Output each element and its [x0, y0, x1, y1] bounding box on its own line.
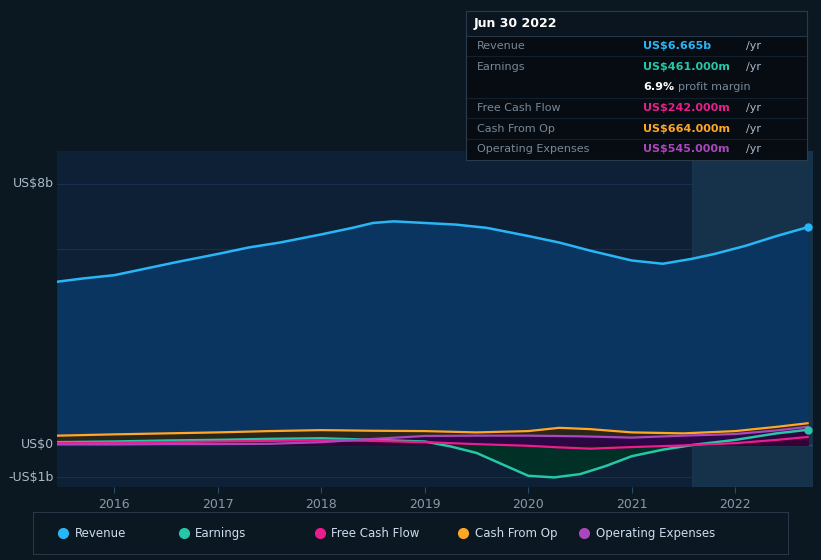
Text: US$242.000m: US$242.000m — [644, 103, 730, 113]
Text: Cash From Op: Cash From Op — [476, 124, 554, 134]
Text: /yr: /yr — [745, 103, 761, 113]
Text: US$664.000m: US$664.000m — [644, 124, 731, 134]
Text: Free Cash Flow: Free Cash Flow — [476, 103, 560, 113]
Bar — [466, 11, 807, 36]
Text: Free Cash Flow: Free Cash Flow — [331, 527, 420, 540]
Text: Operating Expenses: Operating Expenses — [476, 144, 589, 154]
Text: US$6.665b: US$6.665b — [644, 41, 712, 51]
Text: -US$1b: -US$1b — [8, 471, 53, 484]
Text: /yr: /yr — [745, 62, 761, 72]
Bar — [692, 151, 813, 487]
Text: Operating Expenses: Operating Expenses — [595, 527, 715, 540]
Text: Revenue: Revenue — [75, 527, 126, 540]
Text: Jun 30 2022: Jun 30 2022 — [473, 17, 557, 30]
Text: 6.9%: 6.9% — [644, 82, 675, 92]
Text: US$8b: US$8b — [12, 178, 53, 190]
Text: /yr: /yr — [745, 144, 761, 154]
Text: profit margin: profit margin — [677, 82, 750, 92]
Text: /yr: /yr — [745, 124, 761, 134]
Text: Cash From Op: Cash From Op — [475, 527, 557, 540]
Text: Earnings: Earnings — [476, 62, 525, 72]
Text: Revenue: Revenue — [476, 41, 525, 51]
Text: /yr: /yr — [745, 41, 761, 51]
Text: Earnings: Earnings — [195, 527, 246, 540]
Text: US$461.000m: US$461.000m — [644, 62, 731, 72]
Text: US$0: US$0 — [21, 438, 53, 451]
Text: US$545.000m: US$545.000m — [644, 144, 730, 154]
